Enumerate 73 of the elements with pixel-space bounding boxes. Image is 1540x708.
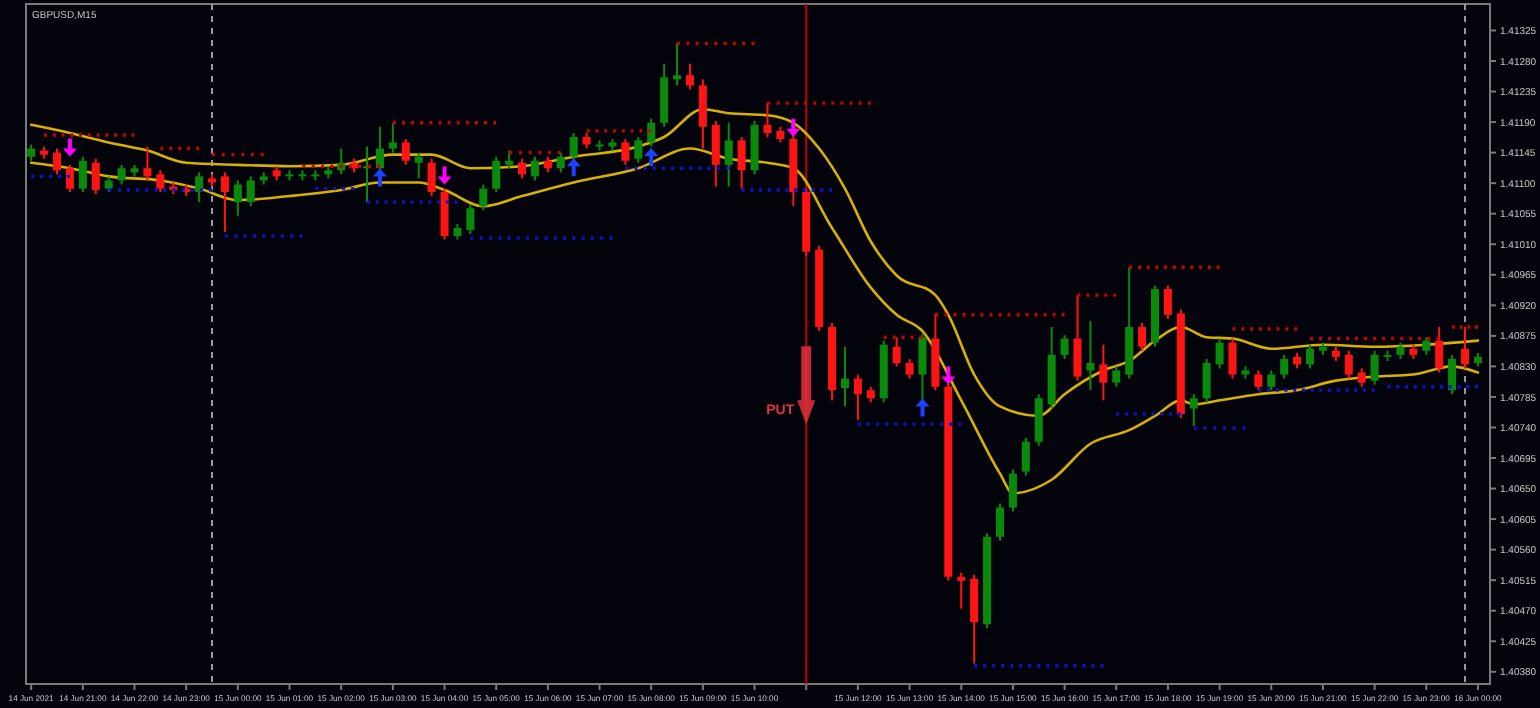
candlestick: [1435, 326, 1444, 374]
point: [786, 118, 801, 137]
candlestick: [401, 138, 410, 166]
candlestick: [763, 102, 772, 139]
candlestick: [440, 187, 449, 241]
candlestick: [195, 171, 204, 204]
candlestick: [530, 155, 539, 182]
candlestick: [1086, 319, 1095, 392]
candlestick: [65, 163, 74, 193]
candlestick: [660, 62, 669, 128]
candlestick: [1267, 369, 1276, 392]
candlestick: [1138, 321, 1147, 352]
candlestick: [1215, 337, 1224, 370]
point: [372, 168, 387, 187]
candlestick: [840, 345, 849, 408]
candlestick: [634, 136, 643, 164]
candlestick: [518, 157, 527, 180]
candlestick: [78, 155, 87, 193]
candlestick: [1344, 349, 1353, 380]
candlestick: [892, 336, 901, 368]
candlestick: [414, 151, 423, 180]
candlestick: [673, 42, 682, 87]
candlestick: [479, 183, 488, 212]
candlestick: [246, 175, 255, 208]
candlestick: [427, 157, 436, 198]
candlestick: [1357, 367, 1366, 388]
point: [915, 398, 930, 417]
point: [644, 148, 659, 167]
candlestick: [1280, 353, 1289, 380]
candlestick: [1306, 343, 1315, 370]
candlestick: [711, 119, 720, 188]
candlestick: [1448, 353, 1457, 396]
candlestick: [750, 119, 759, 176]
candlestick: [1163, 284, 1172, 320]
point: [941, 366, 956, 385]
candlestick: [1189, 393, 1198, 428]
candlestick: [724, 121, 733, 188]
candlestick: [737, 136, 746, 190]
candlestick: [156, 169, 165, 193]
point: [62, 138, 77, 157]
candlestick: [995, 502, 1004, 542]
candlestick: [1461, 326, 1470, 370]
candlestick: [905, 357, 914, 380]
candlestick: [492, 155, 501, 193]
candlestick: [1112, 365, 1121, 388]
candlestick: [1370, 349, 1379, 386]
candlestick: [117, 163, 126, 186]
candlestick: [233, 179, 242, 217]
candlestick: [53, 147, 62, 176]
candlestick: [1099, 343, 1108, 402]
candlestick: [143, 145, 152, 182]
candlestick: [1034, 393, 1043, 447]
candlestick: [388, 121, 397, 154]
candlestick: [698, 78, 707, 150]
candlestick: [220, 171, 229, 234]
point: [566, 158, 581, 177]
candlestick: [621, 138, 630, 166]
candlestick: [466, 203, 475, 236]
point: [437, 166, 452, 185]
candlestick: [970, 573, 979, 665]
candlestick: [1008, 468, 1017, 513]
candlestick: [1060, 334, 1069, 360]
candlestick: [685, 62, 694, 91]
candlestick: [853, 373, 862, 422]
candlestick: [957, 571, 966, 610]
candlestick: [91, 157, 100, 196]
candlestick: [1125, 266, 1134, 380]
candlestick: [1073, 294, 1082, 382]
candlestick: [1254, 369, 1263, 392]
candlestick: [1228, 337, 1237, 380]
candlestick: [1021, 436, 1030, 477]
candlestick: [556, 151, 565, 174]
candlestick: [1202, 357, 1211, 404]
